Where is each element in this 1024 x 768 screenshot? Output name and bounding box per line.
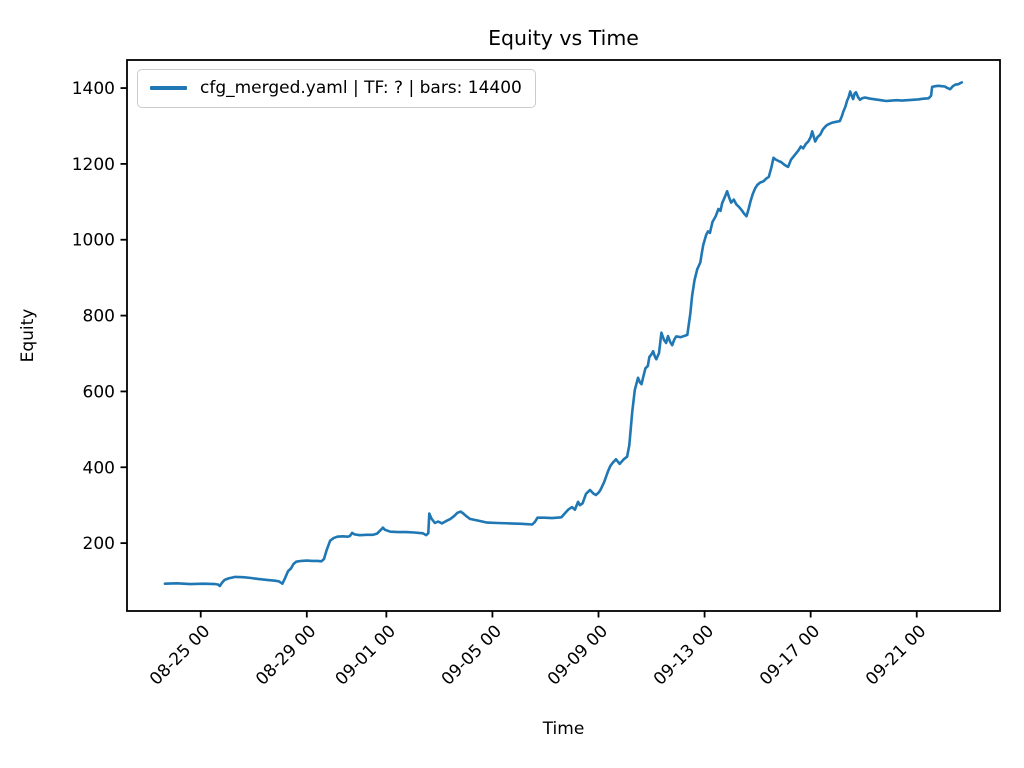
y-tick-label: 1000 bbox=[72, 231, 115, 251]
y-tick-label: 1400 bbox=[72, 79, 115, 99]
y-tick-label: 600 bbox=[83, 382, 115, 402]
plot-frame bbox=[126, 59, 1001, 612]
x-tick-label: 09-17 00 bbox=[756, 621, 824, 689]
equity-line-series bbox=[163, 81, 964, 588]
equity-curve bbox=[163, 81, 964, 588]
y-tick-label: 800 bbox=[83, 307, 115, 327]
x-tick-label: 09-09 00 bbox=[544, 621, 612, 689]
legend: cfg_merged.yaml | TF: ? | bars: 14400 bbox=[137, 69, 536, 108]
x-tick-label: 09-21 00 bbox=[862, 621, 930, 689]
y-tick-label: 400 bbox=[83, 458, 115, 478]
legend-label: cfg_merged.yaml | TF: ? | bars: 14400 bbox=[200, 78, 522, 98]
x-axis-label: Time bbox=[542, 719, 585, 739]
x-tick-label: 08-29 00 bbox=[252, 621, 320, 689]
x-tick-label: 08-25 00 bbox=[146, 621, 214, 689]
y-tick-label: 200 bbox=[83, 534, 115, 554]
chart-title: Equity vs Time bbox=[488, 26, 639, 50]
x-tick-label: 09-05 00 bbox=[438, 621, 506, 689]
y-tick-label: 1200 bbox=[72, 155, 115, 175]
x-tick-label: 09-13 00 bbox=[650, 621, 718, 689]
legend-line-swatch bbox=[150, 86, 187, 90]
x-tick-label: 09-01 00 bbox=[332, 621, 400, 689]
axes-layer: 08-25 00 08-29 00 09-01 00 09-05 00 09-09 00… bbox=[72, 59, 1001, 690]
y-axis-label: Equity bbox=[18, 309, 38, 363]
